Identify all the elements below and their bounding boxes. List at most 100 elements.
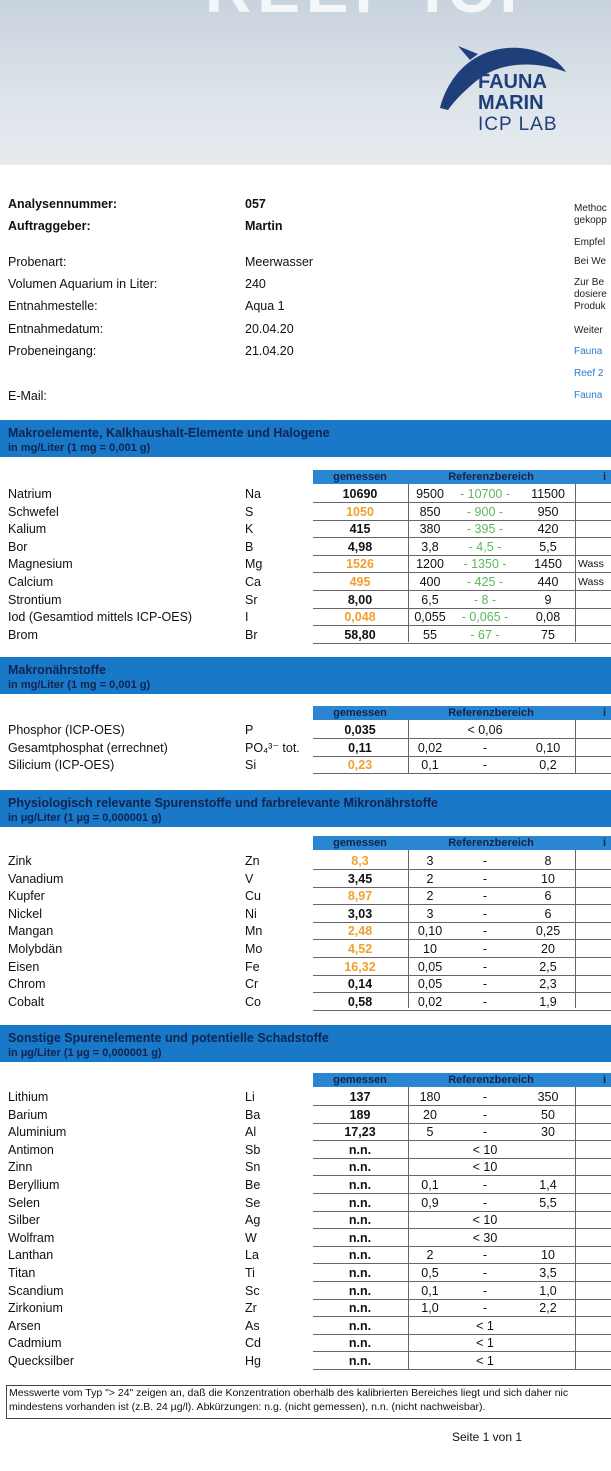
- reference-high: 1,9: [539, 994, 557, 1009]
- reference-low: 5: [426, 1125, 434, 1140]
- side-note: gekopp: [574, 215, 607, 226]
- element-symbol: Ba: [245, 1107, 261, 1122]
- element-symbol: Cd: [245, 1336, 261, 1351]
- element-name: Natrium: [8, 487, 52, 501]
- table-vline: [575, 850, 576, 1009]
- reference-high: 0,08: [535, 610, 561, 625]
- reference-low: 2: [426, 889, 434, 904]
- measured-value: n.n.: [348, 1142, 372, 1157]
- reference-low: 0,1: [421, 1283, 439, 1298]
- reference-low: 3,8: [421, 539, 439, 554]
- element-name: Eisen: [8, 959, 40, 974]
- measured-value: 1050: [346, 504, 374, 519]
- section-title: Makronährstoffe: [8, 663, 106, 677]
- measured-value: 0,035: [344, 723, 376, 737]
- reference-low: 2: [426, 871, 434, 886]
- reference-low: 10: [423, 942, 437, 956]
- element-name: Wolfram: [8, 1230, 55, 1245]
- footnote: mindestens vorhanden ist (z.B. 24 µg/l).…: [9, 1401, 486, 1413]
- reference-low: 2: [426, 1248, 434, 1263]
- reference-high: 30: [541, 1125, 555, 1140]
- element-name: Kalium: [8, 522, 47, 537]
- measured-value: 3,45: [347, 871, 373, 886]
- reference-high: 1,4: [539, 1178, 557, 1192]
- element-name: Bor: [8, 539, 28, 554]
- reference-mid: -: [482, 1195, 488, 1210]
- reference-mid: - 1350 -: [463, 557, 507, 572]
- page-number: Seite 1 von 1: [451, 1430, 523, 1444]
- info-label: Probenart:: [8, 255, 67, 269]
- table-vline: [575, 720, 576, 773]
- reference-low: 6,5: [421, 592, 439, 607]
- info-label: Entnahmedatum:: [8, 322, 104, 336]
- element-name: Lanthan: [8, 1248, 54, 1263]
- element-name: Cadmium: [8, 1336, 62, 1351]
- reference-high: 0,10: [535, 740, 561, 755]
- element-name: Chrom: [8, 977, 46, 992]
- measured-value: 8,3: [351, 854, 369, 868]
- column-header: Referenzbereich: [448, 1074, 534, 1086]
- reference-low: 9500: [416, 487, 444, 501]
- logo-text: FAUNA: [478, 71, 547, 93]
- element-name: Cobalt: [8, 994, 45, 1009]
- row-line: [313, 519, 611, 521]
- side-note: Fauna: [574, 346, 603, 357]
- reference-low: 55: [423, 627, 437, 642]
- measured-value: 3,03: [347, 906, 373, 921]
- section-title: Makroelemente, Kalkhaushalt-Elemente und…: [8, 426, 330, 440]
- element-symbol: Mo: [245, 942, 263, 956]
- row-line: [313, 1140, 611, 1142]
- measured-value: n.n.: [348, 1336, 372, 1351]
- row-line: [313, 1316, 611, 1318]
- reference-mid: -: [482, 889, 488, 904]
- measured-value: 0,14: [347, 977, 373, 992]
- table-header: [313, 836, 611, 850]
- table-header: [313, 470, 611, 484]
- row-line: [313, 921, 611, 923]
- element-name: Gesamtphosphat (errechnet): [8, 740, 168, 755]
- reference-mid: - 67 -: [470, 627, 500, 642]
- reference-low: 3: [426, 906, 434, 921]
- info-label: Volumen Aquarium in Liter:: [8, 277, 158, 291]
- info-value: 20.04.20: [245, 322, 294, 336]
- element-name: Brom: [8, 627, 38, 642]
- row-line: [313, 957, 611, 958]
- section-subtitle: in mg/Liter (1 mg = 0,001 g): [8, 679, 151, 691]
- element-symbol: Se: [245, 1195, 261, 1210]
- column-header: i: [603, 1074, 607, 1086]
- measured-value: n.n.: [348, 1178, 372, 1192]
- info-value: Aqua 1: [245, 299, 285, 313]
- row-line: [313, 755, 611, 757]
- info-label: Analysennummer:: [8, 197, 118, 211]
- reference-mid: < 30: [472, 1230, 498, 1245]
- reference-low: 0,5: [421, 1266, 439, 1280]
- element-symbol: Ag: [245, 1213, 261, 1228]
- reference-high: 10: [541, 1248, 555, 1263]
- reference-mid: - 0,065 -: [461, 610, 509, 625]
- element-name: Kupfer: [8, 889, 45, 904]
- element-symbol: Sn: [245, 1160, 261, 1175]
- reference-high: 5,5: [539, 539, 557, 554]
- element-symbol: PO₄³⁻ tot.: [245, 740, 300, 755]
- element-name: Antimon: [8, 1142, 54, 1157]
- measured-value: 58,80: [344, 627, 376, 642]
- row-line: [313, 939, 611, 941]
- reference-mid: < 1: [476, 1318, 494, 1333]
- element-name: Silber: [8, 1213, 40, 1228]
- section-title: Sonstige Spurenelemente und potentielle …: [8, 1031, 329, 1045]
- element-name: Barium: [8, 1107, 48, 1122]
- section-bar: [0, 420, 611, 457]
- reference-low: 0,1: [421, 758, 439, 773]
- element-name: Quecksilber: [8, 1354, 74, 1368]
- reference-mid: -: [482, 1283, 488, 1298]
- element-symbol: Cu: [245, 889, 261, 904]
- table-header: [313, 706, 611, 720]
- element-symbol: As: [245, 1318, 260, 1333]
- side-note: Empfel: [574, 237, 606, 248]
- element-symbol: Zr: [245, 1301, 257, 1316]
- info-label: Entnahmestelle:: [8, 299, 98, 313]
- side-note: Reef 2: [574, 368, 604, 379]
- measured-value: n.n.: [348, 1318, 372, 1333]
- reference-high: 10: [541, 871, 555, 886]
